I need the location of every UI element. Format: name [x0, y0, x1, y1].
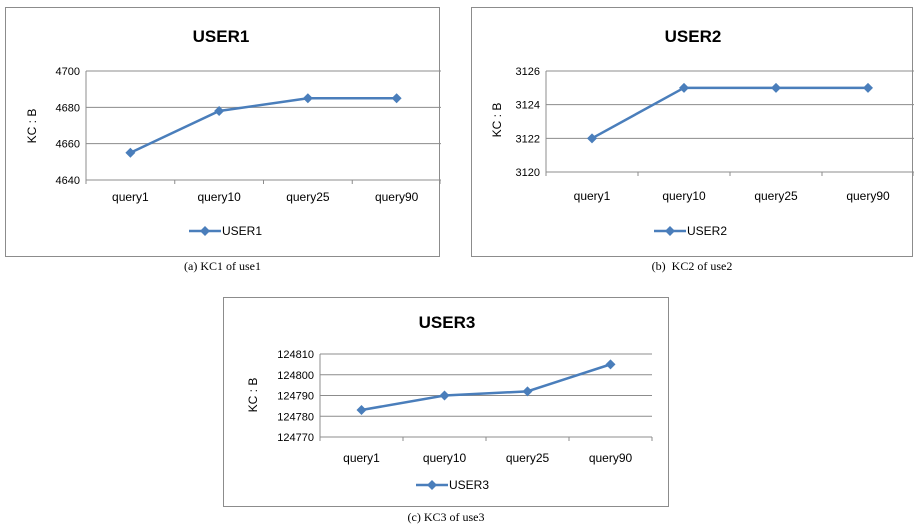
y-axis-label: KC : B: [246, 378, 260, 413]
y-tick-label: 3126: [516, 66, 540, 78]
x-tick-label: query25: [754, 189, 798, 203]
series-line: [129, 97, 397, 154]
legend-label: USER3: [449, 478, 489, 492]
y-tick-label: 124810: [277, 349, 314, 361]
data-point: [863, 82, 873, 93]
chart-caption-a: (a) KC1 of use1: [184, 259, 261, 273]
y-tick-label: 4660: [56, 139, 80, 151]
line-chart-2: USER2 KC : B 3120 3122 3124 3126 query1 query10…: [490, 27, 914, 238]
data-point: [522, 386, 533, 397]
chart-caption-b: (b) KC2 of use2: [651, 259, 733, 273]
y-tick-label: 4680: [56, 102, 80, 114]
chart-panel-user2: USER2 KC : B 3120 3122 3124 3126 query1 query10…: [471, 7, 914, 257]
data-point: [587, 133, 597, 144]
data-point: [302, 93, 313, 104]
x-tick-label: query90: [846, 189, 890, 203]
x-tick-label: query10: [423, 451, 467, 465]
legend-label: USER1: [222, 224, 262, 238]
y-tick-label: 124770: [277, 432, 314, 444]
data-point: [679, 82, 689, 93]
x-tick-label: query10: [662, 189, 706, 203]
data-point: [125, 147, 136, 158]
x-tick-label: query25: [506, 451, 550, 465]
y-tick-label: 3122: [516, 133, 540, 145]
legend-marker: [200, 226, 210, 236]
x-tick-label: query10: [197, 190, 241, 204]
data-point: [439, 390, 450, 401]
y-tick-label: 4700: [56, 66, 80, 78]
line-chart-3: USER3 KC : B 124770 124780 124790 124800 12481…: [246, 313, 653, 492]
chart-title: USER3: [419, 313, 476, 332]
data-point: [391, 93, 402, 104]
chart-title: USER1: [193, 27, 250, 46]
line-chart-1: USER1 KC : B 4640 4660 4680 4700 query1 query10…: [25, 27, 441, 238]
y-tick-label: 3124: [516, 100, 540, 112]
y-axis-label: KC : B: [490, 103, 504, 138]
y-tick-label: 124800: [277, 370, 314, 382]
data-point: [356, 405, 367, 416]
data-point: [605, 359, 616, 370]
x-tick-label: query1: [112, 190, 149, 204]
y-tick-label: 124780: [277, 411, 314, 423]
y-tick-label: 3120: [516, 167, 540, 179]
series-line: [361, 363, 611, 412]
y-axis-label: KC : B: [25, 109, 39, 144]
series-line: [591, 86, 868, 140]
x-tick-label: query1: [343, 451, 380, 465]
legend-label: USER2: [687, 224, 727, 238]
y-tick-label: 124790: [277, 391, 314, 403]
x-tick-label: query90: [375, 190, 419, 204]
chart-caption-c: (c) KC3 of use3: [407, 510, 485, 524]
chart-panel-user3: USER3 KC : B 124770 124780 124790 124800 12481…: [223, 297, 669, 507]
chart-panel-user1: USER1 KC : B 4640 4660 4680 4700 query1 query10…: [5, 7, 441, 257]
chart-title: USER2: [665, 27, 722, 46]
data-point: [214, 105, 225, 116]
x-tick-label: query90: [589, 451, 633, 465]
data-point: [771, 82, 781, 93]
legend-marker: [665, 226, 675, 236]
x-tick-label: query25: [286, 190, 330, 204]
legend-marker: [427, 480, 437, 490]
y-tick-label: 4640: [56, 175, 80, 187]
x-tick-label: query1: [574, 189, 611, 203]
